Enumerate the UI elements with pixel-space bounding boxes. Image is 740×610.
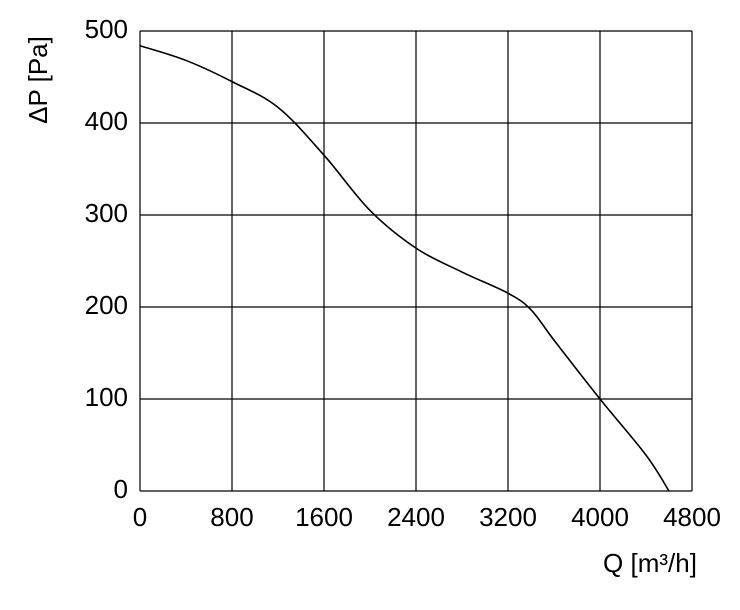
x-tick-label: 0 [133,502,147,532]
x-tick-label: 4000 [571,502,629,532]
y-tick-label: 100 [85,382,128,412]
x-axis-label: Q [m³/h] [603,548,697,578]
x-tick-label: 2400 [387,502,445,532]
y-tick-label: 400 [85,106,128,136]
x-tick-label: 4800 [663,502,721,532]
x-tick-label: 800 [210,502,253,532]
y-tick-label: 200 [85,290,128,320]
x-tick-label: 1600 [295,502,353,532]
y-tick-label: 0 [114,474,128,504]
y-tick-label: 300 [85,198,128,228]
curve [139,44,670,492]
y-tick-label: 500 [85,14,128,44]
x-tick-label: 3200 [479,502,537,532]
y-axis-label: ΔP [Pa] [23,36,53,124]
